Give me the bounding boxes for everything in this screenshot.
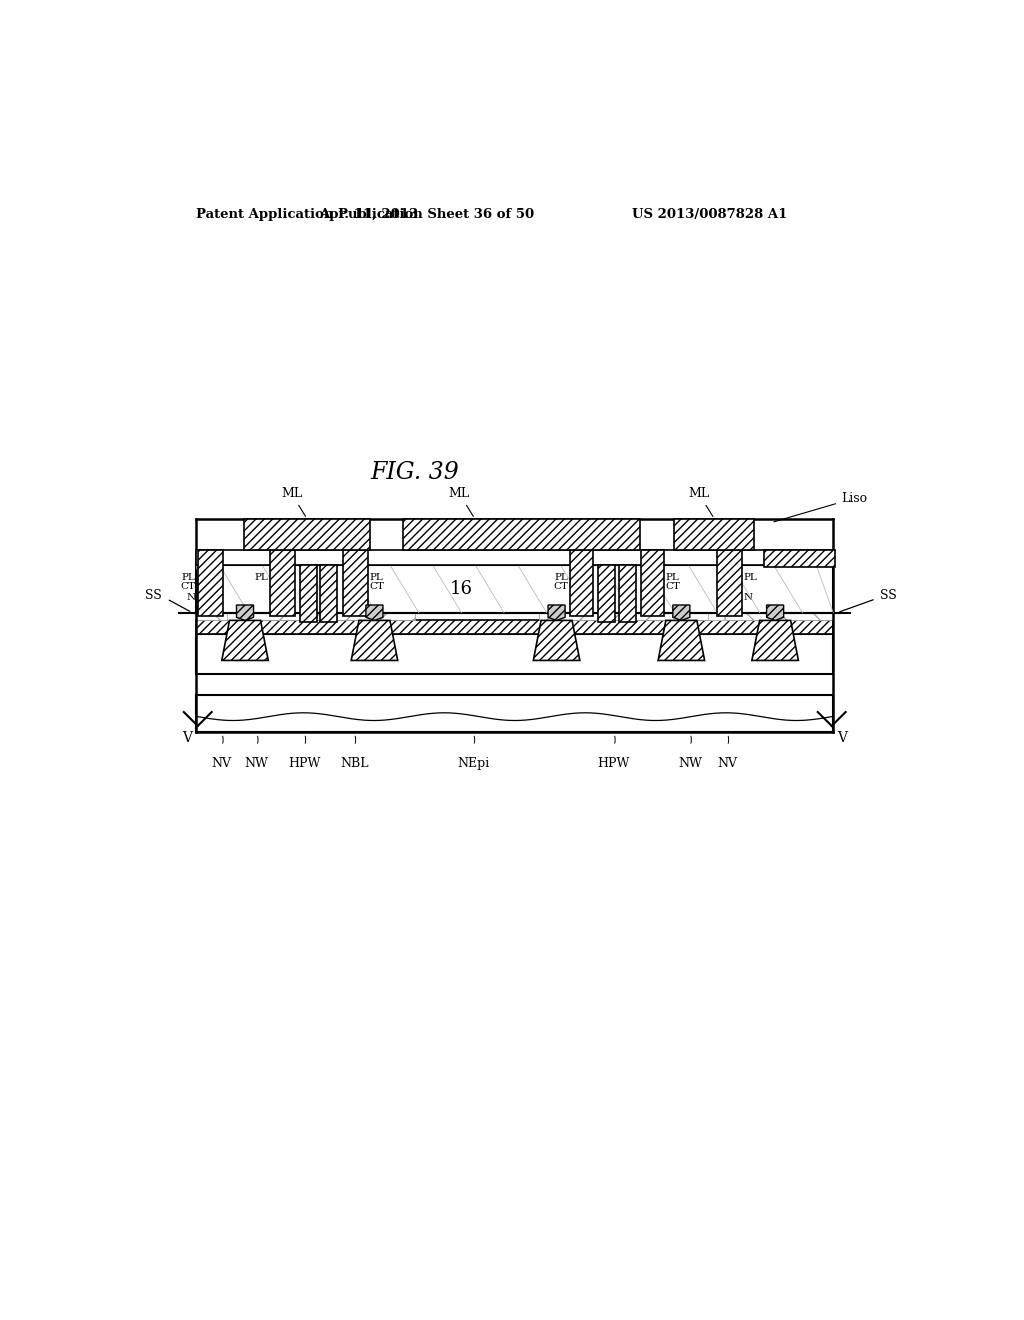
Text: HPW: HPW: [288, 756, 321, 770]
Bar: [675, 519, 755, 549]
Bar: [197, 696, 834, 733]
Text: ML: ML: [449, 487, 473, 516]
Text: Apr. 11, 2013  Sheet 36 of 50: Apr. 11, 2013 Sheet 36 of 50: [318, 209, 534, 222]
Text: CT: CT: [666, 582, 681, 591]
Bar: [198, 549, 222, 615]
Text: N: N: [186, 593, 196, 602]
Text: ML: ML: [688, 487, 713, 516]
Bar: [708, 612, 725, 620]
Polygon shape: [237, 605, 254, 620]
Text: Patent Application Publication: Patent Application Publication: [197, 209, 423, 222]
Polygon shape: [673, 605, 690, 620]
Text: NV: NV: [212, 756, 231, 770]
Text: PL: PL: [743, 573, 757, 582]
Polygon shape: [658, 620, 705, 660]
Polygon shape: [351, 620, 397, 660]
Text: PL: PL: [554, 573, 568, 582]
Bar: [245, 519, 370, 549]
Polygon shape: [366, 605, 383, 620]
Bar: [717, 549, 741, 615]
Polygon shape: [752, 620, 799, 660]
Bar: [725, 612, 834, 620]
Text: PL: PL: [181, 573, 196, 582]
Text: NEpi: NEpi: [457, 756, 489, 770]
Text: SL: SL: [322, 585, 336, 594]
Text: G: G: [603, 585, 611, 594]
Text: NBL: NBL: [340, 756, 369, 770]
Text: SL: SL: [621, 585, 634, 594]
Text: PL: PL: [370, 573, 384, 582]
Text: NW: NW: [678, 756, 701, 770]
Text: SS: SS: [880, 589, 896, 602]
Bar: [197, 565, 834, 612]
Bar: [539, 612, 725, 620]
Text: G: G: [304, 585, 312, 594]
Text: V: V: [838, 731, 848, 746]
Text: N: N: [743, 593, 753, 602]
Text: HPW: HPW: [597, 756, 630, 770]
Bar: [403, 519, 640, 549]
Bar: [343, 549, 369, 615]
Polygon shape: [534, 620, 580, 660]
Bar: [641, 549, 665, 615]
Text: CT: CT: [180, 582, 196, 591]
Text: 16: 16: [450, 579, 473, 598]
Bar: [197, 635, 834, 675]
Bar: [300, 565, 317, 622]
Bar: [197, 549, 834, 565]
Polygon shape: [548, 605, 565, 620]
Bar: [197, 612, 227, 620]
Text: Liso: Liso: [774, 492, 867, 521]
Bar: [321, 565, 337, 622]
Bar: [598, 565, 615, 622]
Text: NV: NV: [717, 756, 737, 770]
Bar: [227, 612, 245, 620]
Text: V: V: [182, 731, 191, 746]
Text: US 2013/0087828 A1: US 2013/0087828 A1: [632, 209, 787, 222]
Text: NW: NW: [245, 756, 268, 770]
Text: FIG. 39: FIG. 39: [371, 461, 459, 484]
Bar: [764, 549, 835, 566]
Text: ML: ML: [281, 487, 305, 516]
Text: PL: PL: [255, 573, 268, 582]
Polygon shape: [767, 605, 783, 620]
Bar: [569, 549, 593, 615]
Bar: [618, 565, 636, 622]
Text: PL: PL: [666, 573, 680, 582]
Bar: [270, 549, 295, 615]
Text: SS: SS: [145, 589, 162, 602]
Text: CT: CT: [553, 582, 568, 591]
Bar: [228, 612, 415, 620]
Polygon shape: [222, 620, 268, 660]
Text: CT: CT: [370, 582, 385, 591]
Bar: [197, 620, 834, 635]
